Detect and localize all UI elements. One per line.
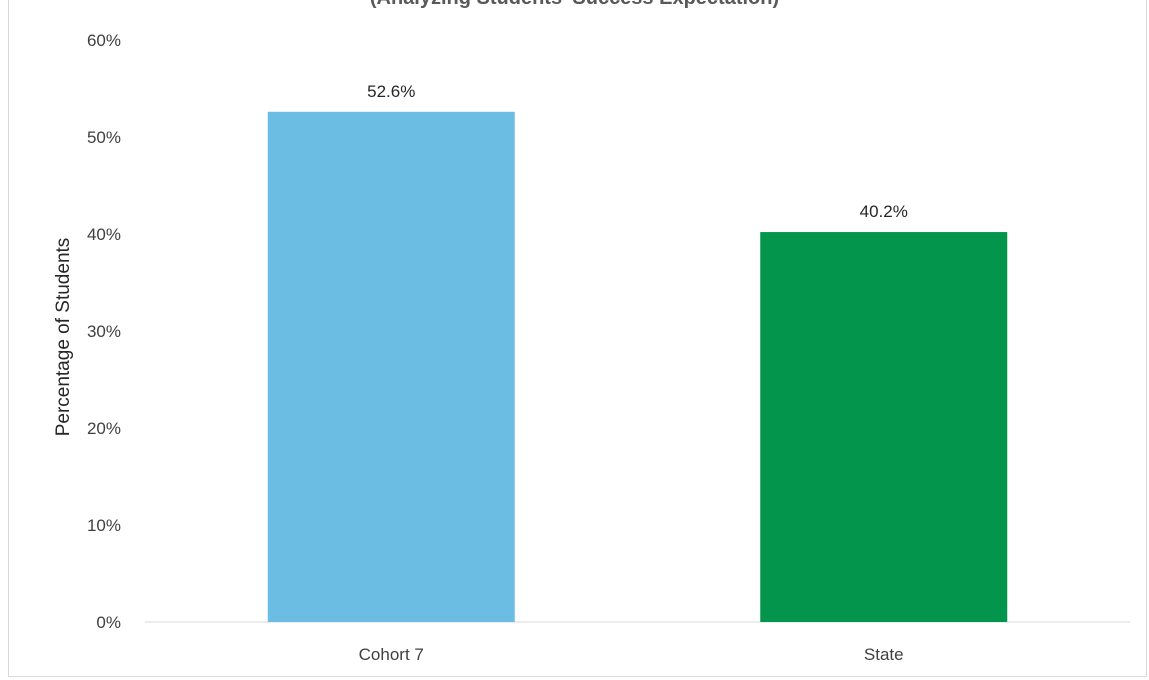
bar-state: [760, 232, 1007, 622]
bar-cohort-7: [268, 112, 515, 622]
y-tick-label: 20%: [87, 419, 121, 438]
data-label: 40.2%: [860, 202, 908, 221]
y-axis-title: Percentage of Students: [53, 238, 74, 437]
y-tick-label: 0%: [96, 613, 121, 632]
y-axis-ticks: 0% 10% 20% 30% 40% 50% 60%: [87, 31, 121, 632]
x-tick-label: State: [864, 645, 904, 664]
y-tick-label: 10%: [87, 516, 121, 535]
y-tick-label: 30%: [87, 322, 121, 341]
x-tick-label: Cohort 7: [359, 645, 424, 664]
bars: [268, 112, 1008, 622]
y-tick-label: 60%: [87, 31, 121, 50]
y-tick-label: 50%: [87, 128, 121, 147]
y-tick-label: 40%: [87, 225, 121, 244]
data-label: 52.6%: [367, 82, 415, 101]
x-axis-ticks: Cohort 7 State: [359, 645, 904, 664]
